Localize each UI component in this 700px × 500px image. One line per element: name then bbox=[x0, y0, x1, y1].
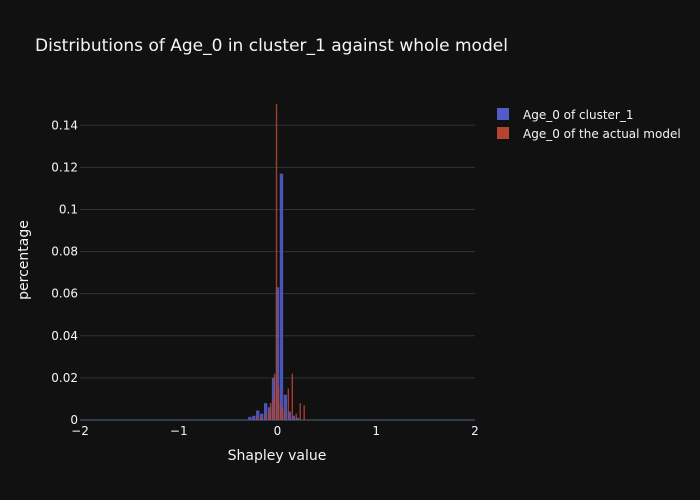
histogram-bar[interactable] bbox=[252, 415, 256, 420]
histogram-bar[interactable] bbox=[275, 287, 280, 420]
y-tick-label: 0.02 bbox=[51, 371, 78, 385]
x-tick-label: −2 bbox=[71, 424, 89, 438]
histogram-bar[interactable] bbox=[275, 104, 278, 421]
y-tick-label: 0.14 bbox=[51, 118, 78, 132]
histogram-bar[interactable] bbox=[271, 377, 276, 420]
histogram-bar[interactable] bbox=[295, 417, 299, 420]
y-tick-label: 0.08 bbox=[51, 245, 78, 259]
histogram-bar[interactable] bbox=[260, 416, 262, 420]
y-axis-title: percentage bbox=[16, 220, 32, 300]
y-tick-label: 0.12 bbox=[51, 160, 78, 174]
y-tick-label: 0.04 bbox=[51, 329, 78, 343]
histogram-bar[interactable] bbox=[283, 394, 288, 420]
histogram-bar[interactable] bbox=[299, 403, 301, 420]
histogram-bar[interactable] bbox=[303, 405, 305, 420]
y-tick-label: 0.06 bbox=[51, 287, 78, 301]
histogram-bar[interactable] bbox=[287, 411, 292, 420]
y-tick-label: 0.1 bbox=[59, 202, 78, 216]
histogram-bar[interactable] bbox=[277, 386, 280, 420]
legend-item-actual-model[interactable]: Age_0 of the actual model bbox=[497, 127, 681, 141]
histogram-bar[interactable] bbox=[295, 413, 297, 420]
histogram-bar[interactable] bbox=[267, 407, 272, 420]
y-tick-labels: 0 0.02 0.04 0.06 0.08 0.1 0.12 0.14 bbox=[51, 118, 78, 427]
histogram-bar[interactable] bbox=[271, 398, 274, 420]
histogram-bar[interactable] bbox=[260, 413, 264, 420]
histogram-bar[interactable] bbox=[281, 407, 284, 420]
x-tick-label: 1 bbox=[372, 424, 380, 438]
chart-title: Distributions of Age_0 in cluster_1 agai… bbox=[35, 36, 508, 56]
histogram-bar[interactable] bbox=[256, 410, 260, 420]
y-tick-label: 0 bbox=[70, 413, 78, 427]
histogram-bar[interactable] bbox=[273, 373, 276, 420]
legend-swatch-actual-model bbox=[497, 127, 509, 139]
histogram-bar[interactable] bbox=[263, 413, 266, 420]
histogram-bar[interactable] bbox=[252, 418, 254, 420]
legend-swatch-cluster bbox=[497, 108, 509, 120]
series-actual-model-bars bbox=[252, 104, 305, 421]
histogram-bar[interactable] bbox=[279, 403, 282, 420]
histogram-bar[interactable] bbox=[263, 403, 268, 420]
histogram-bar[interactable] bbox=[291, 373, 293, 420]
histogram-bar[interactable] bbox=[256, 415, 258, 420]
histogram-bar[interactable] bbox=[287, 388, 290, 420]
x-tick-labels: −2 −1 0 1 2 bbox=[71, 424, 479, 438]
histogram-bar[interactable] bbox=[283, 411, 286, 420]
histogram-bar[interactable] bbox=[248, 416, 252, 420]
bars-layer bbox=[248, 104, 305, 421]
histogram-bar[interactable] bbox=[291, 415, 295, 420]
histogram-bar[interactable] bbox=[267, 411, 270, 420]
x-tick-label: 2 bbox=[471, 424, 479, 438]
x-axis-title: Shapley value bbox=[228, 448, 327, 464]
legend-label-actual-model: Age_0 of the actual model bbox=[523, 127, 681, 141]
x-tick-label: 0 bbox=[274, 424, 282, 438]
histogram-bar[interactable] bbox=[279, 173, 284, 420]
legend-item-cluster[interactable]: Age_0 of cluster_1 bbox=[497, 108, 633, 122]
series-cluster-bars bbox=[248, 173, 299, 420]
histogram-bar[interactable] bbox=[269, 403, 272, 420]
legend-label-cluster: Age_0 of cluster_1 bbox=[523, 108, 633, 122]
legend[interactable]: Age_0 of cluster_1 Age_0 of the actual m… bbox=[497, 108, 681, 141]
x-tick-label: −1 bbox=[170, 424, 188, 438]
